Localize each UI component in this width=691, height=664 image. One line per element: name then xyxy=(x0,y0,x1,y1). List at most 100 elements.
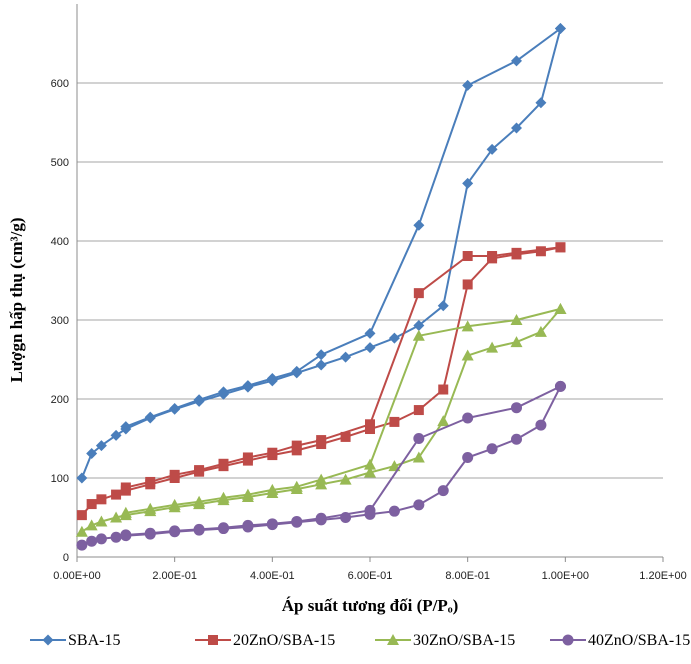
data-point xyxy=(461,349,474,361)
x-tick-label: 2.00E-01 xyxy=(152,570,197,582)
y-axis-title: Lượgn hấp thụ (cm³/g) xyxy=(7,218,26,383)
data-point xyxy=(194,465,205,476)
data-point xyxy=(86,499,97,510)
data-point xyxy=(144,502,157,514)
data-point xyxy=(267,447,278,458)
data-point xyxy=(340,431,351,442)
data-point xyxy=(535,246,546,257)
data-point xyxy=(462,79,474,91)
legend-marker xyxy=(387,634,399,645)
data-point xyxy=(266,483,279,495)
data-point xyxy=(218,386,229,398)
legend-label: 20ZnO/SBA-15 xyxy=(233,632,335,649)
data-point xyxy=(510,314,523,325)
data-point xyxy=(511,433,522,445)
data-point xyxy=(110,531,122,543)
legend-marker xyxy=(42,634,54,646)
x-tick-label: 1.20E+00 xyxy=(639,570,686,582)
data-point xyxy=(242,380,254,392)
y-tick-label: 600 xyxy=(51,78,69,90)
data-point xyxy=(413,320,425,332)
data-point xyxy=(437,415,450,427)
data-point xyxy=(193,394,205,406)
desorption-line xyxy=(125,307,561,514)
data-point xyxy=(388,332,400,344)
legend-marker xyxy=(562,634,574,646)
data-point xyxy=(413,288,424,299)
data-point xyxy=(554,302,567,314)
series-30ZnO/SBA-15 xyxy=(75,302,567,537)
data-point xyxy=(462,412,474,424)
data-point xyxy=(144,411,156,423)
data-point xyxy=(535,419,547,431)
series-SBA-15 xyxy=(76,22,566,484)
data-point xyxy=(242,519,254,531)
data-point xyxy=(217,491,230,503)
data-point xyxy=(110,429,122,441)
data-point xyxy=(340,351,352,363)
data-point xyxy=(169,402,181,414)
data-point xyxy=(291,440,302,451)
data-point xyxy=(76,510,87,521)
data-point xyxy=(388,505,400,517)
adsorption-line xyxy=(81,308,562,533)
data-point xyxy=(120,529,132,541)
legend-marker xyxy=(208,635,218,645)
data-point xyxy=(95,515,108,527)
data-point xyxy=(218,522,229,534)
data-point xyxy=(169,525,181,537)
data-point xyxy=(364,504,376,516)
data-point xyxy=(95,533,107,545)
data-point xyxy=(364,458,376,470)
data-point xyxy=(96,494,107,505)
series-group xyxy=(75,22,567,551)
data-point xyxy=(120,421,132,433)
data-point xyxy=(555,242,566,253)
data-point xyxy=(511,402,522,414)
x-tick-label: 1.00E+00 xyxy=(542,570,589,582)
data-point xyxy=(413,219,425,231)
data-point xyxy=(144,527,156,539)
data-point xyxy=(554,22,566,34)
data-point xyxy=(75,525,88,537)
data-point xyxy=(535,97,547,109)
legend-item: 20ZnO/SBA-15 xyxy=(195,632,335,649)
data-point xyxy=(86,535,98,547)
data-point xyxy=(242,452,253,463)
data-point xyxy=(487,251,498,262)
data-point xyxy=(486,143,498,155)
data-point xyxy=(76,539,88,551)
x-tick-label: 4.00E-01 xyxy=(250,570,295,582)
data-point xyxy=(461,320,474,332)
data-point xyxy=(86,448,98,460)
data-point xyxy=(85,519,98,531)
data-point xyxy=(412,451,425,463)
data-point xyxy=(462,451,474,463)
series-40ZnO/SBA-15 xyxy=(76,380,566,551)
data-point xyxy=(438,384,449,395)
axes: 0 100 200 300 400 500 600 0.00E+00 2.00E-01 4.00E… xyxy=(51,4,687,582)
data-point xyxy=(462,279,473,290)
legend-item: 40ZnO/SBA-15 xyxy=(550,632,690,649)
data-point xyxy=(76,472,88,484)
data-point xyxy=(291,365,303,377)
data-point xyxy=(95,440,107,452)
data-point xyxy=(413,433,425,444)
data-point xyxy=(316,435,327,446)
legend-item: 30ZnO/SBA-15 xyxy=(375,632,515,649)
data-point xyxy=(554,380,566,392)
data-point xyxy=(193,495,206,507)
y-tick-label: 400 xyxy=(51,236,69,248)
x-tick-label: 6.00E-01 xyxy=(348,570,393,582)
legend-label: SBA-15 xyxy=(68,632,120,649)
x-tick-label: 8.00E-01 xyxy=(445,570,490,582)
gridlines xyxy=(77,82,663,479)
data-point xyxy=(111,489,122,500)
data-point xyxy=(486,341,499,353)
data-point xyxy=(168,498,181,510)
y-tick-label: 0 xyxy=(63,552,69,564)
data-point xyxy=(486,443,498,455)
data-point xyxy=(315,359,327,371)
data-point xyxy=(145,476,156,487)
y-tick-label: 200 xyxy=(51,394,69,406)
